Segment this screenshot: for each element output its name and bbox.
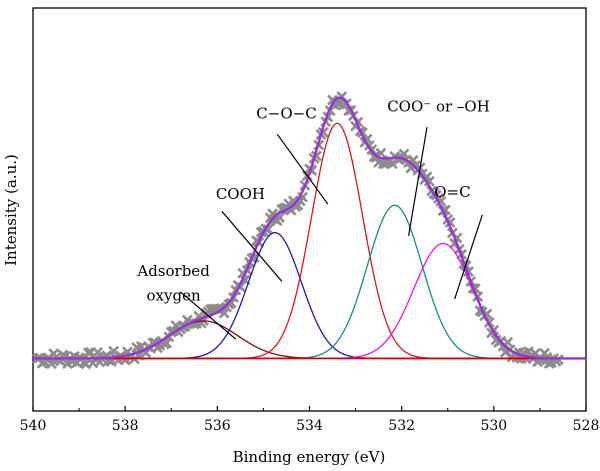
envelope-fit-curve: [33, 96, 586, 360]
x-tick-label: 536: [204, 418, 231, 434]
component-peak-curve: [33, 242, 586, 360]
annotation-label: COO⁻ or –OH: [387, 97, 490, 115]
y-axis-label: Intensity (a.u.): [2, 154, 20, 266]
x-tick-label: 532: [388, 418, 415, 434]
measured-point: [297, 191, 309, 203]
measured-point: [481, 308, 493, 320]
annotation-label: C−O−C: [256, 104, 316, 122]
measured-point: [361, 133, 373, 145]
measured-point: [423, 175, 435, 187]
annotation-label: COOH: [216, 185, 265, 203]
measured-point: [440, 204, 451, 216]
annotation-label: Adsorbed: [136, 262, 210, 280]
measured-point: [225, 297, 237, 309]
measured-point: [92, 346, 103, 358]
x-ticks-group: 540 538 536 534 532 530 528: [20, 406, 600, 434]
annotation-pointer-line: [454, 214, 483, 300]
measured-points-group: [32, 91, 564, 370]
measured-point: [552, 354, 564, 366]
x-tick-label: 540: [20, 418, 47, 434]
annotation-pointer-line: [408, 126, 428, 236]
fit-curves-group: [33, 96, 586, 360]
x-tick-label: 530: [480, 418, 507, 434]
x-tick-label: 528: [573, 418, 600, 434]
x-tick-label: 534: [296, 418, 323, 434]
x-axis-label: Binding energy (eV): [233, 448, 386, 466]
component-peak-curve: [33, 122, 586, 360]
annotation-pointer-line: [276, 133, 329, 205]
measured-point: [262, 223, 274, 235]
annotation-pointer-line: [221, 210, 283, 282]
annotation-label: oxygen: [147, 287, 201, 305]
annotation-pointer-line: [180, 291, 237, 340]
x-tick-label: 538: [112, 418, 139, 434]
annotation-label: O=C: [434, 183, 470, 201]
annotations-group: Adsorbed oxygen COOH C−O−C COO⁻ or –OH O=C: [136, 97, 490, 340]
